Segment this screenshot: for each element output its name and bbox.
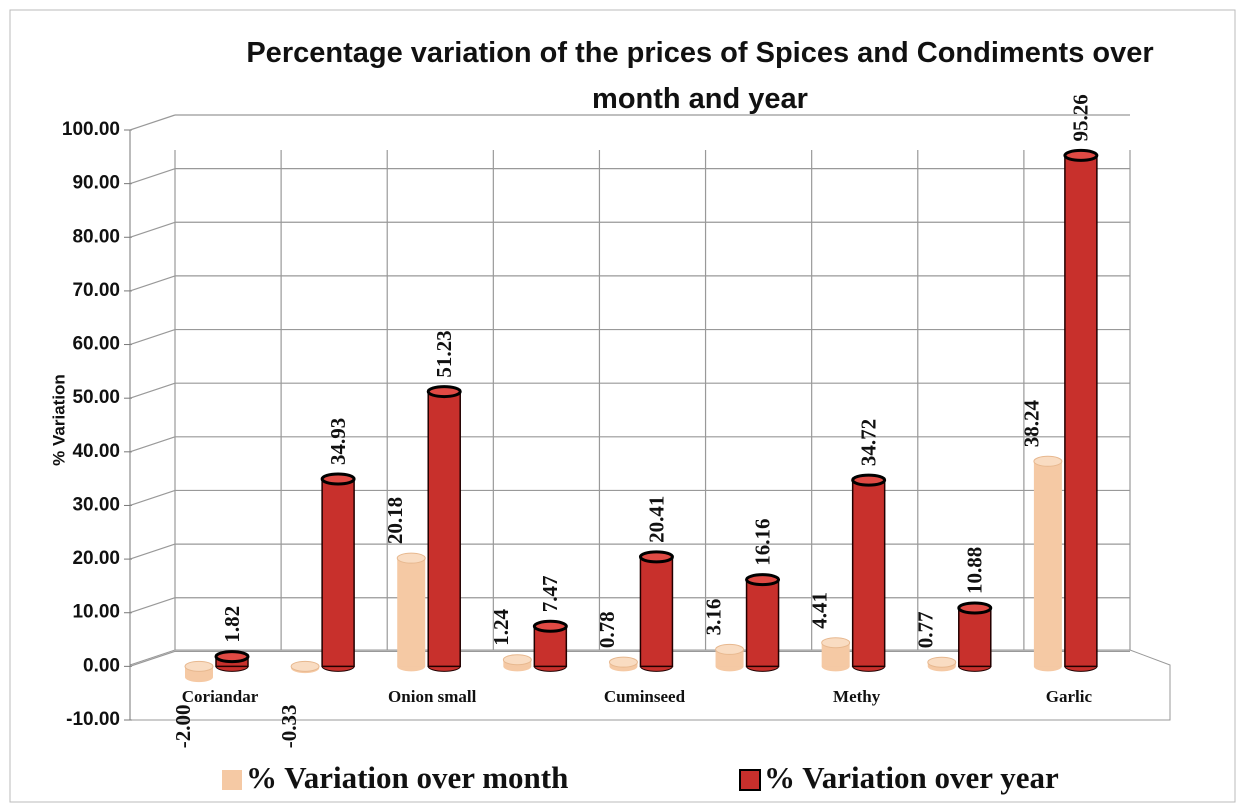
y-tick-label: 90.00 — [72, 173, 120, 194]
bar — [1064, 154, 1098, 668]
grid-line — [129, 221, 176, 238]
data-label: -2.00 — [171, 704, 195, 748]
bar-top — [320, 472, 356, 486]
grid-line — [129, 543, 176, 560]
bar-top — [214, 650, 250, 664]
grid-line — [129, 114, 176, 131]
legend-swatch — [739, 769, 761, 791]
bar-top — [1033, 455, 1063, 467]
bar — [427, 390, 461, 668]
y-tick-label: 60.00 — [72, 334, 120, 355]
data-label: 20.18 — [383, 497, 407, 544]
bar-top — [290, 660, 320, 672]
data-label: 0.78 — [595, 611, 619, 648]
grid-line — [129, 650, 176, 667]
bar-top — [608, 656, 638, 668]
x-tick-label: Methy — [833, 687, 881, 706]
grid-line — [129, 597, 176, 614]
x-tick-label: Garlic — [1046, 687, 1093, 706]
data-label: 3.16 — [701, 599, 725, 636]
bar-top — [184, 660, 214, 672]
bar-top — [957, 601, 993, 615]
data-label: 95.26 — [1069, 94, 1093, 141]
bar-top — [1063, 148, 1099, 162]
legend-swatch — [222, 770, 242, 790]
legend-label: % Variation over month — [246, 760, 568, 795]
y-tick-label: 70.00 — [72, 280, 120, 301]
y-tick-label: 0.00 — [83, 655, 120, 676]
x-tick-label: Cuminseed — [604, 687, 686, 706]
bar — [821, 642, 850, 667]
data-label: 1.24 — [489, 608, 513, 645]
grid-line — [129, 275, 176, 292]
data-label: 1.82 — [220, 606, 244, 643]
grid-line — [129, 436, 176, 453]
data-label: 0.77 — [914, 611, 938, 648]
y-tick-label: 20.00 — [72, 548, 120, 569]
x-tick-label: Coriandar — [182, 687, 259, 706]
y-tick-label: 10.00 — [72, 602, 120, 623]
bar-top — [532, 619, 568, 633]
y-tick-label: 30.00 — [72, 494, 120, 515]
bar — [1033, 461, 1062, 667]
data-label: 34.93 — [326, 418, 350, 465]
bar — [397, 558, 426, 667]
data-label: -0.33 — [277, 704, 301, 748]
bar-top — [927, 656, 957, 668]
data-label: 20.41 — [644, 496, 668, 543]
y-tick-label: 100.00 — [62, 119, 120, 140]
y-tick-label: 80.00 — [72, 226, 120, 247]
bar-top — [502, 654, 532, 666]
grid-line — [129, 382, 176, 399]
bar-top — [851, 473, 887, 487]
y-tick-label: -10.00 — [66, 709, 120, 730]
data-label: 38.24 — [1020, 400, 1044, 448]
y-tick-label: 50.00 — [72, 387, 120, 408]
bar — [745, 578, 780, 668]
bar — [533, 625, 568, 668]
legend-label: % Variation over year — [764, 760, 1059, 795]
bar-top — [745, 573, 781, 587]
bar — [851, 479, 886, 668]
grid-line — [129, 489, 176, 507]
y-tick-label: 40.00 — [72, 441, 120, 462]
data-label: 4.41 — [807, 592, 831, 629]
bar — [321, 478, 355, 668]
grid-line — [129, 328, 176, 346]
bar-top — [715, 643, 745, 655]
data-label: 7.47 — [538, 576, 562, 613]
bar-top — [396, 552, 426, 564]
frame — [9, 9, 1236, 803]
bar — [639, 556, 674, 668]
data-label: 51.23 — [432, 330, 456, 377]
chart-title: Percentage variation of the prices of Sp… — [246, 37, 1154, 115]
grid-line — [129, 168, 176, 185]
bar-top — [821, 637, 851, 649]
bar — [958, 607, 992, 668]
x-tick-label: Onion small — [388, 687, 477, 706]
data-label: 16.16 — [750, 518, 774, 565]
data-label: 34.72 — [856, 419, 880, 466]
data-label: 10.88 — [963, 547, 987, 594]
bar-top — [426, 385, 462, 399]
bar-top — [638, 550, 674, 564]
y-axis-label: % Variation — [49, 374, 68, 466]
